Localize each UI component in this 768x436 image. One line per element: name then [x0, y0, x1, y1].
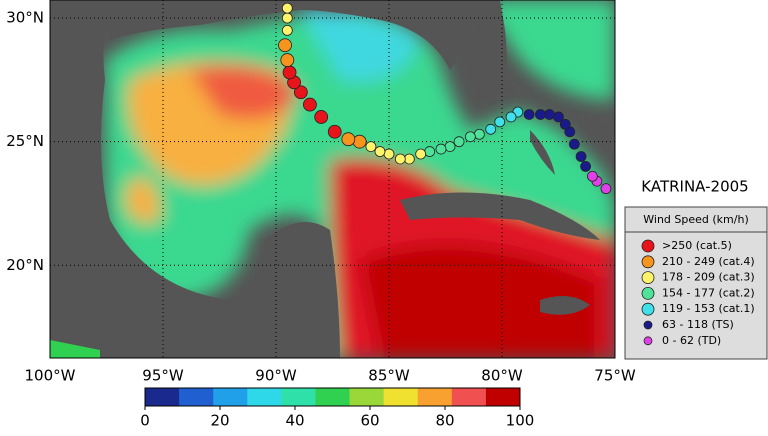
legend-marker — [641, 255, 655, 269]
colorbar-segment — [451, 388, 487, 406]
track-point — [544, 109, 555, 120]
x-tick-label: 80°W — [481, 367, 523, 385]
track-point — [278, 38, 292, 53]
colorbar-tick-label: 20 — [210, 412, 229, 430]
legend-label: >250 (cat.5) — [662, 239, 732, 252]
legend-label: 119 - 153 (cat.1) — [662, 302, 755, 315]
map-background — [50, 0, 615, 358]
track-point — [435, 143, 447, 155]
colorbar-segment — [485, 388, 521, 406]
track — [278, 2, 612, 195]
x-tick-label: 90°W — [255, 367, 297, 385]
track-point — [403, 153, 415, 165]
legend-title: Wind Speed (km/h) — [643, 213, 748, 226]
track-point — [473, 128, 485, 140]
track-point — [281, 12, 293, 24]
track-point — [415, 148, 427, 160]
legend-items: >250 (cat.5) 210 - 249 (cat.4) 178 - 209 (… — [641, 239, 755, 347]
track-point — [280, 53, 295, 67]
track-point — [341, 132, 356, 147]
y-tick-label: 20°N — [6, 256, 44, 274]
y-tick-label: 25°N — [6, 132, 44, 150]
track-point — [365, 141, 377, 153]
track-point — [281, 25, 293, 36]
x-tick-label: 85°W — [368, 367, 410, 385]
track-point — [352, 134, 367, 149]
colorbar-segment — [179, 388, 214, 406]
track-point — [587, 170, 598, 182]
track-point — [314, 110, 329, 124]
track-point — [374, 146, 386, 157]
colorbar-segment — [145, 388, 180, 406]
track-point — [535, 109, 546, 120]
colorbar-tick-label: 60 — [360, 412, 379, 430]
legend-label: 0 - 62 (TD) — [662, 334, 721, 347]
colorbar-segment — [383, 388, 419, 406]
track-point — [575, 151, 587, 162]
legend-marker — [641, 239, 655, 253]
legend-label: 63 - 118 (TS) — [662, 318, 734, 331]
colorbar-tick-label: 100 — [506, 412, 535, 430]
legend-label: 178 - 209 (cat.3) — [662, 271, 755, 284]
colorbar-segment — [281, 388, 316, 406]
colorbar-segment — [213, 388, 248, 406]
legend-label: 210 - 249 (cat.4) — [662, 255, 755, 268]
track-point — [383, 148, 395, 160]
track-point — [485, 123, 497, 135]
colorbar: 0 20 40 60 80 100 — [140, 387, 535, 430]
track-point — [600, 183, 612, 195]
legend-label: 154 - 177 (cat.2) — [662, 286, 755, 299]
track-point — [553, 111, 564, 123]
track-point — [523, 109, 535, 120]
track-point — [327, 124, 342, 139]
colorbar-segment — [315, 388, 351, 406]
legend-marker — [643, 320, 653, 330]
colorbar-segment — [417, 388, 453, 406]
x-tick-label: 75°W — [594, 367, 636, 385]
track-point — [580, 160, 592, 172]
x-tick-label: 95°W — [142, 367, 184, 385]
colorbar-segment — [349, 388, 385, 406]
track-point — [494, 116, 506, 128]
track-point — [505, 111, 517, 123]
legend-marker — [641, 286, 655, 300]
track-point — [464, 131, 476, 143]
track-point — [293, 85, 308, 100]
axes: 100°W 95°W 90°W 85°W 80°W 75°W 20°N 25°N 30°N — [6, 9, 636, 385]
x-tick-label: 100°W — [25, 367, 76, 385]
track-point — [453, 136, 465, 148]
legend-marker — [643, 336, 653, 346]
legend-marker — [641, 302, 655, 316]
legend-marker — [641, 271, 655, 285]
colorbar-tick-label: 80 — [435, 412, 454, 430]
track-point — [394, 153, 406, 165]
map-title: KATRINA-2005 — [641, 178, 748, 196]
track-point — [302, 97, 317, 112]
colorbar-frame — [144, 387, 521, 407]
track-point — [282, 65, 297, 80]
legend: Wind Speed (km/h) >250 (cat.5) 210 - 249 … — [624, 206, 768, 360]
track-point — [444, 141, 456, 153]
map-frame — [49, 0, 616, 359]
colorbar-tick-label: 0 — [140, 412, 150, 430]
track-point — [424, 146, 436, 157]
track-point — [281, 2, 293, 14]
colorbar-tick-label: 40 — [285, 412, 304, 430]
y-tick-label: 30°N — [6, 9, 44, 27]
track-point — [568, 138, 580, 150]
track-point — [559, 118, 571, 130]
colorbar-segment — [247, 388, 282, 406]
